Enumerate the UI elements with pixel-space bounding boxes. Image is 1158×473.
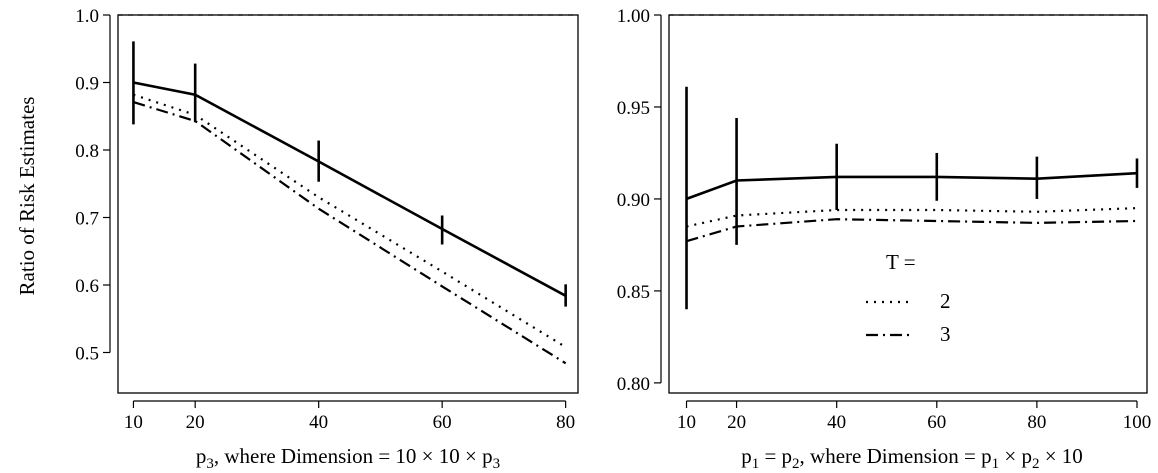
y-tick-label: 0.85 xyxy=(617,282,650,303)
x-tick-label: 40 xyxy=(309,412,328,433)
y-tick-label: 0.95 xyxy=(617,98,650,119)
x-tick-label: 20 xyxy=(727,412,746,433)
panel-1: 10 20 40 60 80 0.5 0.6 0.7 0.8 0.9 1.0 p3, where Di… xyxy=(15,6,579,472)
panel-2: 10 20 40 60 80 100 0.80 0.85 0.90 0.95 1.00 p1 = p2… xyxy=(617,6,1151,472)
x-tick-label: 10 xyxy=(677,412,696,433)
x-tick-label: 20 xyxy=(186,412,205,433)
plot-frame xyxy=(668,14,1148,394)
y-tick-label: 0.6 xyxy=(75,276,99,297)
legend-title: T = xyxy=(886,250,916,274)
y-tick-label: 1.0 xyxy=(75,6,99,27)
x-tick-label: 10 xyxy=(124,412,143,433)
y-axis-label: Ratio of Risk Estimates xyxy=(15,97,39,296)
x-tick-label: 40 xyxy=(827,412,846,433)
x-tick-label: 60 xyxy=(433,412,452,433)
y-tick-label: 0.5 xyxy=(75,344,99,365)
x-tick-label: 100 xyxy=(1123,412,1152,433)
y-tick-label: 1.00 xyxy=(617,6,650,27)
x-tick-label: 80 xyxy=(1027,412,1046,433)
y-tick-label: 0.9 xyxy=(75,74,99,95)
series-line-solid xyxy=(133,81,567,297)
plot-frame xyxy=(117,14,579,394)
y-tick-label: 0.7 xyxy=(75,209,99,230)
y-tick-label: 0.90 xyxy=(617,190,650,211)
x-tick-label: 60 xyxy=(927,412,946,433)
y-tick-label: 0.80 xyxy=(617,374,650,395)
series-line-dotdash xyxy=(686,218,1138,243)
series-line-solid xyxy=(686,171,1138,201)
series-line-dotdash xyxy=(133,101,567,365)
series-line-dotted xyxy=(133,93,567,349)
y-tick-label: 0.8 xyxy=(75,141,99,162)
x-tick-label: 80 xyxy=(556,412,575,433)
x-axis-label: p3, where Dimension = 10 × 10 × p3 xyxy=(196,444,500,472)
series-line-dotted xyxy=(686,207,1138,228)
legend-label: 2 xyxy=(940,289,951,313)
x-axis-label: p1 = p2, where Dimension = p1 × p2 × 10 xyxy=(741,444,1083,472)
legend-label: 3 xyxy=(940,322,951,346)
